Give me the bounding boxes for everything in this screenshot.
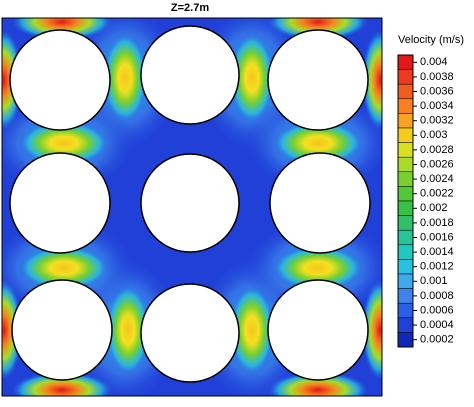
colorbar-band [397, 54, 414, 70]
colorbar-tick-label: 0.0002 [420, 334, 454, 346]
colorbar-band [397, 127, 414, 143]
colorbar-band [397, 186, 414, 202]
colorbar-tick-label: 0.0014 [420, 246, 454, 258]
colorbar-tick-label: 0.0036 [420, 85, 454, 97]
colorbar-band [397, 273, 414, 289]
colorbar-band [397, 142, 414, 158]
colorbar-tick-label: 0.0034 [420, 100, 454, 112]
colorbar-band [397, 317, 414, 333]
colorbar-band [397, 215, 414, 231]
colorbar-tick-label: 0.003 [420, 129, 448, 141]
colorbar-tick-label: 0.0008 [420, 290, 454, 302]
chart-title: Z=2.7m [171, 2, 209, 14]
colorbar-band [397, 98, 414, 114]
colorbar-tick-label: 0.0004 [420, 319, 454, 331]
colorbar-band [397, 156, 414, 173]
colorbar-band [397, 259, 414, 275]
colorbar-band [397, 229, 414, 246]
colorbar-tick-label: 0.0026 [420, 158, 454, 170]
colorbar-tick-label: 0.0016 [420, 231, 454, 243]
colorbar-band [397, 83, 414, 100]
colorbar-band [397, 302, 414, 319]
colorbar-tick-label: 0.0018 [420, 217, 454, 229]
colorbar-band [397, 244, 414, 260]
contour-field [2, 18, 382, 396]
colorbar-tick-label: 0.001 [420, 275, 448, 287]
colorbar-label: Velocity (m/s) [398, 34, 464, 46]
colorbar-band [397, 200, 414, 216]
plot-frame [1, 17, 383, 397]
colorbar-band [397, 332, 414, 348]
colorbar-band [397, 171, 414, 187]
colorbar-tick-label: 0.004 [420, 56, 448, 68]
colorbar-band [397, 113, 414, 129]
colorbar-frame [397, 54, 414, 348]
colorbar-tick-label: 0.0012 [420, 261, 454, 273]
colorbar-tick-label: 0.0028 [420, 144, 454, 156]
colorbar-tick-label: 0.0024 [420, 173, 454, 185]
colorbar-tick-label: 0.0006 [420, 304, 454, 316]
colorbar-tick-label: 0.0038 [420, 71, 454, 83]
colorbar-tick-label: 0.0022 [420, 188, 454, 200]
colorbar-band [397, 288, 414, 304]
colorbar-tick-label: 0.0032 [420, 115, 454, 127]
colorbar-tick-label: 0.002 [420, 202, 448, 214]
colorbar-band [397, 69, 414, 85]
